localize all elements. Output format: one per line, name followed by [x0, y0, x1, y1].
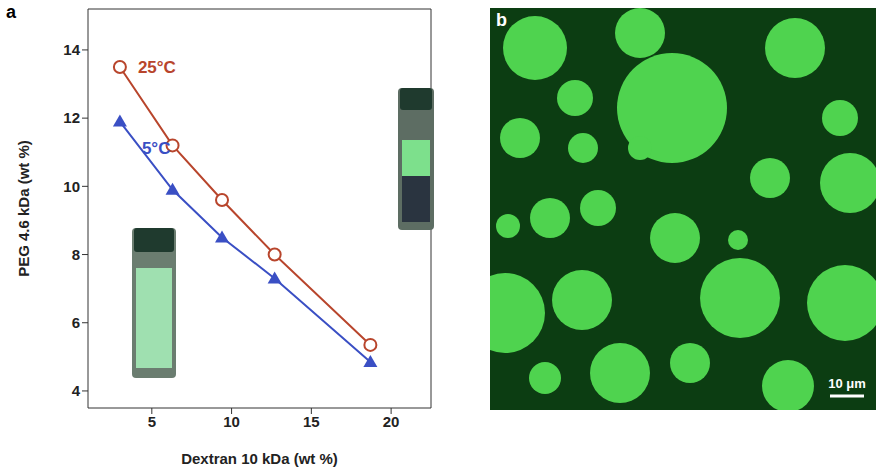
svg-text:14: 14 [63, 41, 80, 58]
svg-text:15: 15 [303, 413, 320, 430]
svg-text:5°C: 5°C [142, 139, 171, 158]
svg-text:6: 6 [72, 314, 80, 331]
html-text:b: b [496, 10, 507, 30]
svg-text:10 μm: 10 μm [828, 376, 866, 391]
svg-text:12: 12 [63, 109, 80, 126]
svg-text:Dextran 10 kDa (wt %): Dextran 10 kDa (wt %) [181, 450, 338, 467]
svg-text:10: 10 [63, 178, 80, 195]
svg-text:5: 5 [148, 413, 156, 430]
svg-text:25°C: 25°C [138, 58, 176, 77]
html-text:a: a [6, 2, 16, 22]
svg-text:20: 20 [383, 413, 400, 430]
svg-text:4: 4 [72, 382, 81, 399]
svg-text:10: 10 [223, 413, 240, 430]
svg-text:8: 8 [72, 246, 80, 263]
svg-text:PEG 4.6 kDa (wt %): PEG 4.6 kDa (wt %) [15, 140, 32, 277]
